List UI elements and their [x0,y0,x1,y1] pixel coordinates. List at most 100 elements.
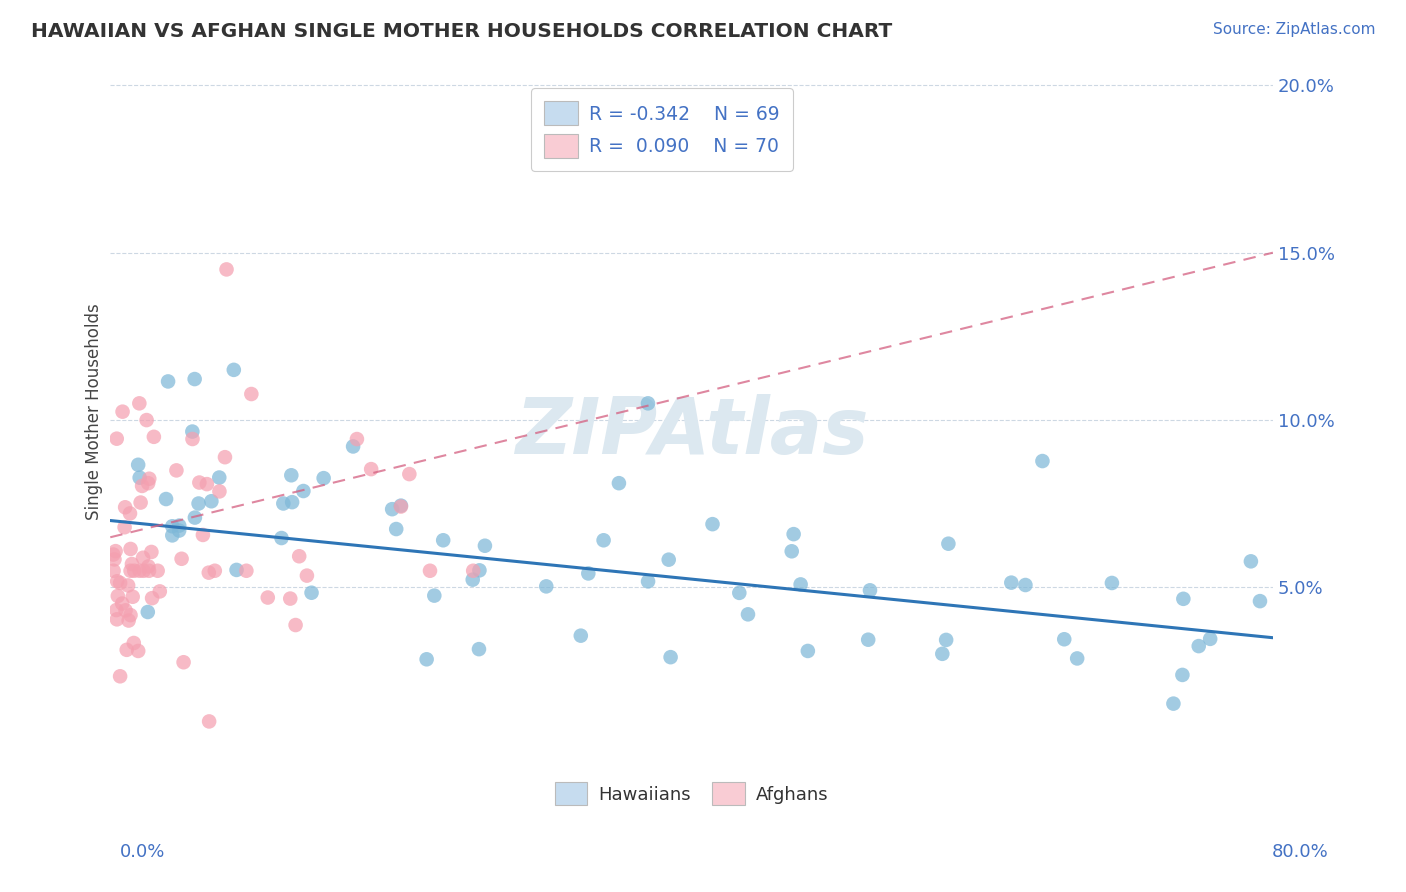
Point [468,563,491,577]
Point [1240,554,1263,568]
Point [149,584,172,599]
Point [138,564,160,578]
Point [108,669,131,683]
Point [1014,578,1036,592]
Point [128,396,150,410]
Point [129,495,152,509]
Point [170,551,193,566]
Point [381,502,404,516]
Point [592,533,614,548]
Point [278,591,301,606]
Point [240,387,263,401]
Point [208,484,231,499]
Point [111,597,134,611]
Point [104,544,127,558]
Text: Source: ZipAtlas.com: Source: ZipAtlas.com [1212,22,1375,37]
Point [419,564,441,578]
Point [398,467,420,481]
Point [127,458,149,472]
Point [117,614,139,628]
Point [198,714,221,729]
Point [132,564,155,578]
Point [607,476,630,491]
Point [128,564,150,578]
Text: 0.0%: 0.0% [120,843,165,861]
Point [181,425,204,439]
Point [146,564,169,578]
Point [120,541,142,556]
Point [637,574,659,589]
Point [114,520,136,534]
Point [222,363,245,377]
Point [183,372,205,386]
Point [214,450,236,465]
Point [659,650,682,665]
Point [346,432,368,446]
Point [138,472,160,486]
Point [138,559,160,574]
Legend: Hawaiians, Afghans: Hawaiians, Afghans [546,773,838,814]
Point [859,583,882,598]
Point [181,432,204,446]
Point [204,564,226,578]
Point [295,568,318,582]
Point [105,574,128,589]
Point [782,527,804,541]
Point [155,491,177,506]
Point [789,577,811,591]
Point [1053,632,1076,647]
Point [132,550,155,565]
Point [1163,697,1185,711]
Point [197,566,219,580]
Point [115,643,138,657]
Point [191,528,214,542]
Point [135,413,157,427]
Point [1173,591,1195,606]
Point [312,471,335,485]
Point [111,405,134,419]
Point [931,647,953,661]
Point [1066,651,1088,665]
Point [141,591,163,606]
Point [141,545,163,559]
Point [270,531,292,545]
Point [360,462,382,476]
Point [105,432,128,446]
Y-axis label: Single Mother Households: Single Mother Households [86,303,103,520]
Point [162,528,184,542]
Point [658,552,681,566]
Point [301,586,323,600]
Point [157,375,180,389]
Point [461,573,484,587]
Point [215,262,238,277]
Point [131,479,153,493]
Point [167,518,190,533]
Point [114,500,136,515]
Point [273,496,295,510]
Point [121,557,143,571]
Point [938,537,960,551]
Point [195,477,218,491]
Point [120,608,142,623]
Point [173,655,195,669]
Point [281,495,304,509]
Point [288,549,311,564]
Point [122,636,145,650]
Point [114,603,136,617]
Point [637,396,659,410]
Point [576,566,599,581]
Point [256,591,278,605]
Point [103,564,125,578]
Point [165,463,187,477]
Point [122,564,145,578]
Point [167,524,190,538]
Point [737,607,759,622]
Point [415,652,437,666]
Point [105,612,128,626]
Point [200,494,222,508]
Point [1188,639,1211,653]
Point [797,644,820,658]
Point [127,644,149,658]
Point [474,539,496,553]
Point [1171,668,1194,682]
